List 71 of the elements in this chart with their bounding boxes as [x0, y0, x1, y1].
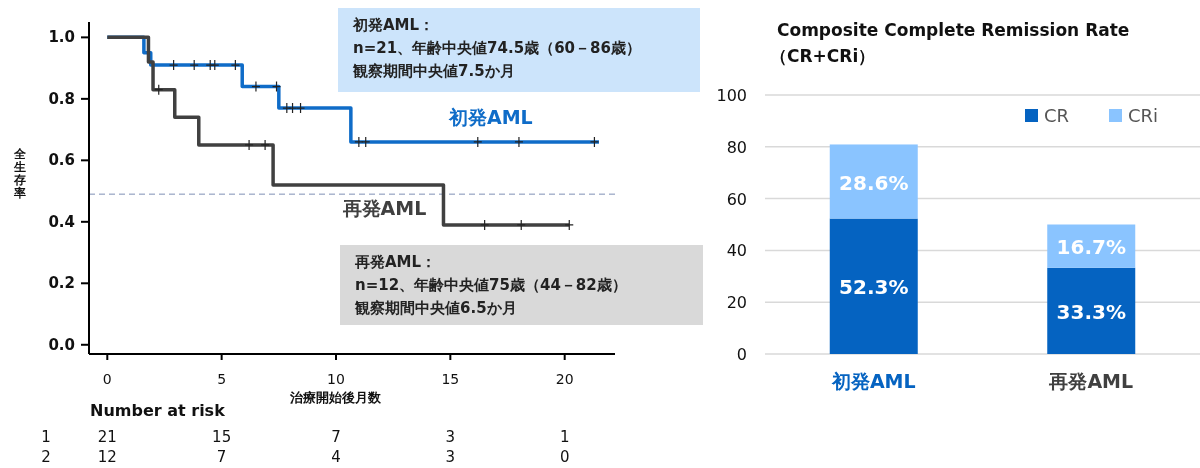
y-axis-title: 全生存率 [13, 147, 27, 200]
y-tick-label: 20 [726, 293, 747, 313]
x-axis-title: 治療開始後月数 [289, 390, 383, 405]
x-tick-label: 再発AML [1048, 370, 1134, 392]
y-tick-label: 0 [736, 345, 747, 364]
y-tick-label: 0.4 [48, 212, 75, 231]
text: 1 [41, 428, 51, 446]
point [210, 59, 220, 71]
annotation: 観察期間中央値6.5か月 [354, 299, 517, 317]
annotation: n=21、年齢中央値74.5歳（60－86歳） [353, 39, 641, 57]
x-tick-label: 15 [441, 371, 460, 387]
point [473, 136, 483, 148]
y-tick-label: 0.8 [48, 89, 75, 108]
bar [829, 144, 918, 219]
annotation: 観察期間中央値7.5か月 [352, 62, 515, 80]
point [169, 59, 179, 71]
chart-title: Composite Complete Remission Rate [777, 20, 1130, 40]
text: 2 [41, 448, 51, 466]
point [260, 139, 270, 151]
text: 7 [216, 448, 227, 466]
point [514, 136, 524, 148]
y-tick-label: 100 [716, 86, 747, 105]
text: 4 [331, 448, 341, 466]
point [480, 219, 490, 231]
bar [1047, 267, 1136, 354]
point [287, 102, 298, 114]
y-tick-label: 40 [726, 241, 747, 261]
annotation: 再発AML： [354, 253, 437, 271]
legend-label: CRi [1128, 105, 1159, 126]
point [189, 59, 199, 71]
x-tick-label: 10 [327, 371, 345, 387]
series-label: 初発AML [447, 105, 533, 128]
text: 12 [97, 448, 117, 466]
text: 21 [97, 428, 117, 446]
data-label: 16.7% [1056, 235, 1126, 260]
y-tick-label: 60 [726, 189, 747, 209]
point [589, 136, 600, 148]
data-label: 33.3% [1056, 299, 1126, 324]
data-label: 52.3% [839, 275, 909, 300]
point [361, 136, 371, 148]
x-tick-label: 5 [217, 371, 227, 387]
legend-label: CR [1044, 105, 1070, 126]
point [282, 102, 292, 114]
y-tick-label: 0.0 [48, 335, 75, 354]
text: 15 [212, 428, 232, 446]
point [516, 219, 526, 231]
chart-subtitle: （CR+CRi） [770, 46, 876, 66]
text: 7 [331, 428, 341, 446]
y-tick-label: 0.6 [48, 151, 75, 170]
point [230, 59, 240, 71]
x-tick-label: 初発AML [830, 370, 916, 392]
annotation: n=12、年齢中央値75歳（44－82歳） [355, 276, 627, 294]
text: 1 [559, 428, 570, 446]
text: 3 [445, 448, 456, 466]
text: 0 [559, 448, 570, 466]
point [564, 219, 574, 231]
point [295, 102, 306, 114]
x-tick-label: 0 [102, 371, 112, 387]
bar [829, 218, 918, 354]
point [251, 80, 261, 93]
text: 3 [445, 428, 456, 446]
text: Number at risk [90, 401, 226, 420]
annotation: 初発AML： [352, 16, 435, 34]
y-tick-label: 1.0 [48, 28, 75, 47]
data-label: 28.6% [839, 170, 909, 195]
point [354, 136, 364, 148]
point [244, 139, 254, 151]
y-tick-label: 80 [726, 137, 747, 157]
x-tick-label: 20 [555, 371, 574, 387]
series-label: 再発AML [341, 196, 427, 219]
y-tick-label: 0.2 [48, 274, 75, 293]
